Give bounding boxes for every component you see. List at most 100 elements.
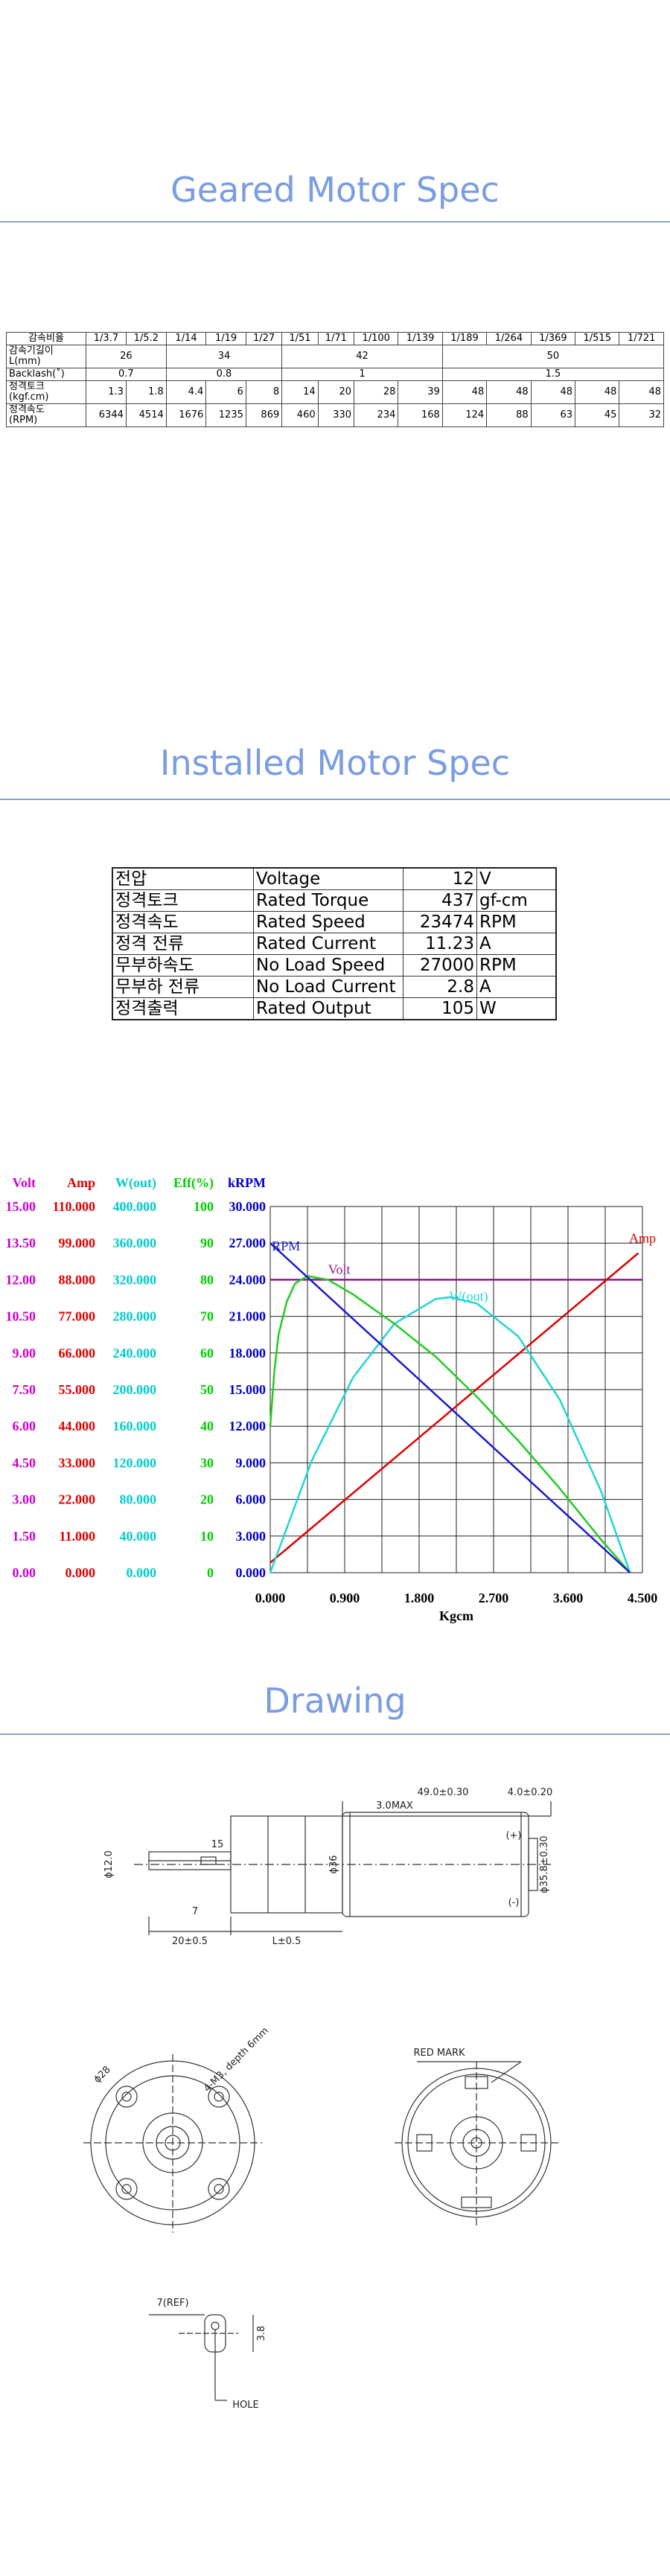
table-cell: 4.4 bbox=[165, 380, 207, 404]
table-cell: 48 bbox=[619, 380, 664, 404]
table-cell: 28 bbox=[353, 380, 399, 404]
y-tick-label: 40.000 bbox=[120, 1529, 157, 1544]
table-cell: RPM bbox=[476, 911, 557, 933]
table-cell: 105 bbox=[403, 997, 477, 1020]
y-tick-label: 66.000 bbox=[59, 1346, 96, 1361]
y-tick-label: 12.000 bbox=[229, 1419, 267, 1434]
dimension-label: ɸ28 bbox=[92, 2064, 112, 2085]
header-cell: 1/139 bbox=[398, 332, 443, 345]
drawing-motor-front bbox=[395, 2061, 558, 2225]
dimension-label: 3.0MAX bbox=[376, 1800, 413, 1812]
dimension-label: 7(REF) bbox=[156, 2298, 188, 2309]
y-tick-label: 0.000 bbox=[236, 1565, 267, 1580]
table-cell: 437 bbox=[403, 889, 477, 912]
dimension-label: RED MARK bbox=[413, 2048, 465, 2059]
dimension-label: 4.0±0.20 bbox=[508, 1787, 553, 1798]
header-row: 감속비율 1/3.7 1/5.2 1/14 1/19 1/27 1/51 1/71 1/100 1… bbox=[6, 332, 664, 345]
y-tick-label: 200.000 bbox=[113, 1382, 157, 1397]
table-cell: RPM bbox=[476, 954, 557, 977]
y-tick-label: 12.00 bbox=[6, 1272, 36, 1287]
series-annotation: Volt bbox=[328, 1262, 351, 1276]
y-tick-label: 20 bbox=[200, 1492, 214, 1507]
table-cell: 0.8 bbox=[165, 368, 283, 381]
table-cell: No Load Speed bbox=[253, 954, 403, 977]
y-tick-label: 80 bbox=[200, 1272, 214, 1287]
y-tick-label: 15.000 bbox=[229, 1382, 267, 1397]
y-tick-label: 0.00 bbox=[13, 1565, 36, 1580]
y-tick-label: 55.000 bbox=[59, 1382, 96, 1397]
table-cell: 11.23 bbox=[403, 933, 477, 955]
table-row: 정격출력 Rated Output 105 W bbox=[112, 997, 557, 1020]
row-label: 정격속도 (RPM) bbox=[6, 403, 86, 427]
table-cell: 1.3 bbox=[86, 380, 127, 404]
x-tick-label: 2.700 bbox=[479, 1591, 509, 1605]
table-cell: 88 bbox=[486, 403, 532, 427]
y-tick-label: 18.000 bbox=[229, 1346, 267, 1361]
table-cell: 정격출력 bbox=[112, 997, 254, 1020]
series-line bbox=[269, 1296, 631, 1573]
y-tick-label: 3.000 bbox=[236, 1529, 267, 1544]
table-row: Backlash(˚) 0.7 0.8 1 1.5 bbox=[6, 368, 665, 381]
y-tick-label: 240.000 bbox=[113, 1346, 157, 1361]
y-tick-label: 0.000 bbox=[127, 1565, 157, 1580]
dimension-label: 3.8 bbox=[256, 2326, 267, 2342]
y-tick-label: 110.000 bbox=[52, 1199, 95, 1214]
y-tick-label: 30 bbox=[200, 1455, 214, 1470]
table-cell: 12 bbox=[403, 867, 477, 890]
y-tick-label: 80.000 bbox=[120, 1492, 157, 1507]
y-tick-label: 40 bbox=[200, 1419, 214, 1434]
y-tick-label: 50 bbox=[200, 1382, 214, 1397]
table-cell: gf-cm bbox=[476, 889, 557, 912]
table-cell: V bbox=[476, 867, 557, 890]
header-cell: 1/515 bbox=[575, 332, 620, 345]
dimension-label: HOLE bbox=[232, 2400, 258, 2411]
axis-header: Amp bbox=[67, 1175, 95, 1190]
y-tick-label: 320.000 bbox=[113, 1272, 157, 1287]
header-cell: 1/51 bbox=[281, 332, 319, 345]
dimension-label: 4-M3, depth 6mm bbox=[202, 2025, 271, 2094]
y-tick-label: 70 bbox=[200, 1309, 214, 1324]
drawing-gearbox-front bbox=[83, 2054, 262, 2233]
table-row: 무부하 전류 No Load Current 2.8 A bbox=[112, 976, 557, 998]
y-tick-label: 10 bbox=[200, 1529, 214, 1544]
installed-spec-table: 전압 Voltage 12 V 정격토크 Rated Torque 437 gf-cm 정격속도… bbox=[112, 867, 557, 1020]
table-row: 감속기길이 L(mm) 26 34 42 50 bbox=[6, 345, 665, 368]
table-cell: 42 bbox=[281, 345, 443, 368]
header-cell: 1/19 bbox=[205, 332, 246, 345]
table-cell: 전압 bbox=[112, 867, 254, 890]
table-row: 정격토크 (kgf.cm) 1.3 1.8 4.4 6 8 14 20 28 39 48 48 48 48… bbox=[6, 380, 664, 404]
geared-spec-table: 감속비율 1/3.7 1/5.2 1/14 1/19 1/27 1/51 1/71 1/100 1… bbox=[6, 332, 665, 427]
table-cell: A bbox=[476, 933, 557, 955]
table-cell: 2.8 bbox=[403, 976, 477, 998]
x-tick-label: 4.500 bbox=[628, 1591, 658, 1605]
dimension-label: 20±0.5 bbox=[172, 1936, 208, 1947]
table-cell: 정격 전류 bbox=[112, 933, 254, 955]
header-cell: 1/721 bbox=[619, 332, 664, 345]
dimension-label: ɸ36 bbox=[328, 1855, 339, 1873]
table-cell: 63 bbox=[530, 403, 576, 427]
table-cell: 23474 bbox=[403, 911, 477, 933]
table-row: 전압 Voltage 12 V bbox=[112, 867, 557, 890]
table-cell: 45 bbox=[575, 403, 620, 427]
drawing-shaft-detail bbox=[149, 2314, 254, 2401]
header-cell: 1/100 bbox=[353, 332, 399, 345]
y-tick-label: 9.00 bbox=[13, 1346, 36, 1361]
table-row: 정격속도 (RPM) 6344 4514 1676 1235 869 460 330 234 16… bbox=[6, 403, 664, 427]
dimension-label: 15 bbox=[211, 1839, 224, 1850]
y-tick-label: 88.000 bbox=[59, 1272, 96, 1287]
y-tick-label: 160.000 bbox=[113, 1419, 157, 1434]
header-cell: 1/71 bbox=[317, 332, 355, 345]
y-tick-label: 6.000 bbox=[236, 1492, 267, 1507]
drawing-labels: 49.0±0.30 4.0±0.20 3.0MAX 15 ɸ12.0 ɸ36 7 20±0.5… bbox=[92, 1787, 552, 2411]
x-tick-label: 0.000 bbox=[255, 1591, 286, 1605]
x-tick-label: 3.600 bbox=[553, 1591, 584, 1605]
table-cell: 1676 bbox=[165, 403, 207, 427]
y-tick-label: 11.000 bbox=[59, 1529, 95, 1544]
y-tick-label: 0.000 bbox=[66, 1565, 96, 1580]
table-cell: 0.7 bbox=[86, 368, 167, 381]
table-cell: 32 bbox=[619, 403, 664, 427]
section-title: Installed Motor Spec bbox=[159, 743, 511, 783]
y-tick-label: 9.000 bbox=[236, 1455, 267, 1470]
row-label: Backlash(˚) bbox=[6, 368, 86, 381]
